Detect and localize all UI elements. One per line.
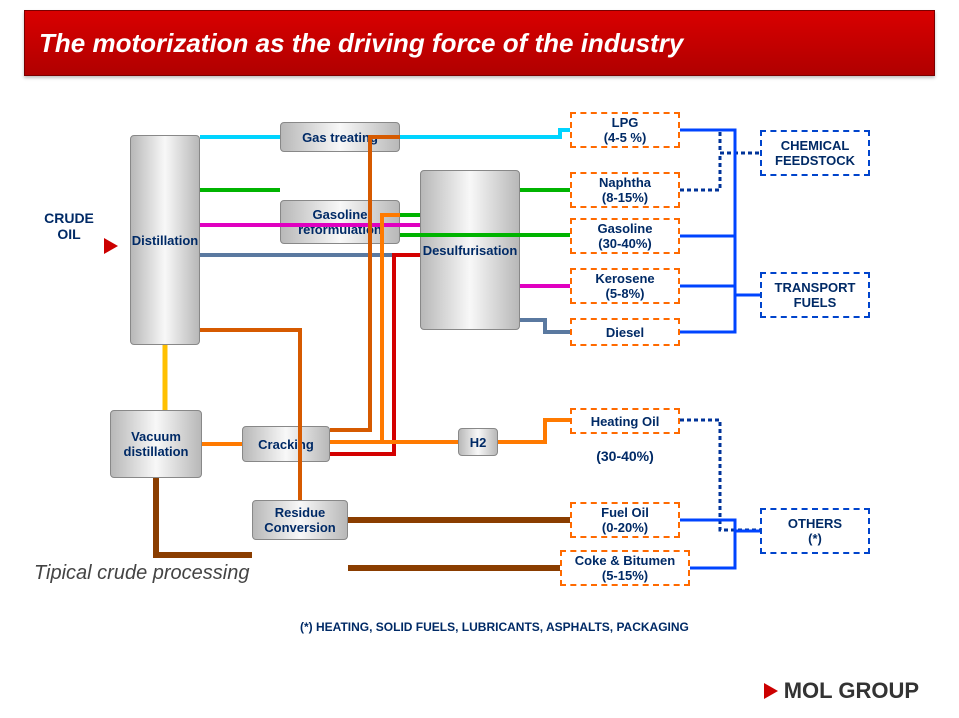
process-label: Gas treating [302,130,378,145]
process-cracking: Cracking [242,426,330,462]
output-naphtha: Naphtha (8-15%) [570,172,680,208]
category-label: TRANSPORT FUELS [775,280,856,310]
process-distillation: Distillation [130,135,200,345]
process-residue: Residue Conversion [252,500,348,540]
process-reformulation: Gasoline reformulation [280,200,400,244]
process-gas-treating: Gas treating [280,122,400,152]
logo-triangle-icon [764,683,778,699]
h2-label: H2 [470,435,487,450]
output-label: Kerosene (5-8%) [595,271,654,301]
process-label: Vacuum distillation [124,429,189,459]
output-kerosene: Kerosene (5-8%) [570,268,680,304]
crude-oil-arrow-icon [104,238,118,254]
process-desulfurisation: Desulfurisation [420,170,520,330]
category-transport: TRANSPORT FUELS [760,272,870,318]
footnote: (*) HEATING, SOLID FUELS, LUBRICANTS, AS… [300,620,689,634]
process-vacuum: Vacuum distillation [110,410,202,478]
output-fueloil: Fuel Oil (0-20%) [570,502,680,538]
output-label: Gasoline (30-40%) [598,221,653,251]
output-heating: Heating Oil [570,408,680,434]
process-label: Gasoline reformulation [298,207,382,237]
process-label: Desulfurisation [423,243,518,258]
title-bar: The motorization as the driving force of… [24,10,935,76]
h2-box: H2 [458,428,498,456]
crude-oil-label: CRUDE OIL [34,210,104,242]
process-label: Residue Conversion [264,505,336,535]
category-others: OTHERS (*) [760,508,870,554]
output-label: Diesel [606,325,644,340]
page-title: The motorization as the driving force of… [39,28,683,59]
process-label: Distillation [132,233,198,248]
output-lpg: LPG (4-5 %) [570,112,680,148]
output-label: (30-40%) [596,448,654,464]
logo-text: MOL GROUP [784,678,919,704]
output-label: Heating Oil [591,414,660,429]
logo: MOL GROUP [764,678,919,704]
output-coke: Coke & Bitumen (5-15%) [560,550,690,586]
output-label: LPG (4-5 %) [604,115,647,145]
output-label: Fuel Oil (0-20%) [601,505,649,535]
category-chemical: CHEMICAL FEEDSTOCK [760,130,870,176]
caption: Tipical crude processing [34,562,249,585]
diagram-area: CRUDE OIL Distillation Gas treating Gaso… [0,90,959,670]
output-label: Coke & Bitumen (5-15%) [575,553,675,583]
output-diesel: Diesel [570,318,680,346]
output-heating-pct: (30-40%) [570,446,680,466]
category-label: CHEMICAL FEEDSTOCK [775,138,855,168]
output-gasoline: Gasoline (30-40%) [570,218,680,254]
process-label: Cracking [258,437,314,452]
category-label: OTHERS (*) [788,516,842,546]
output-label: Naphtha (8-15%) [599,175,651,205]
